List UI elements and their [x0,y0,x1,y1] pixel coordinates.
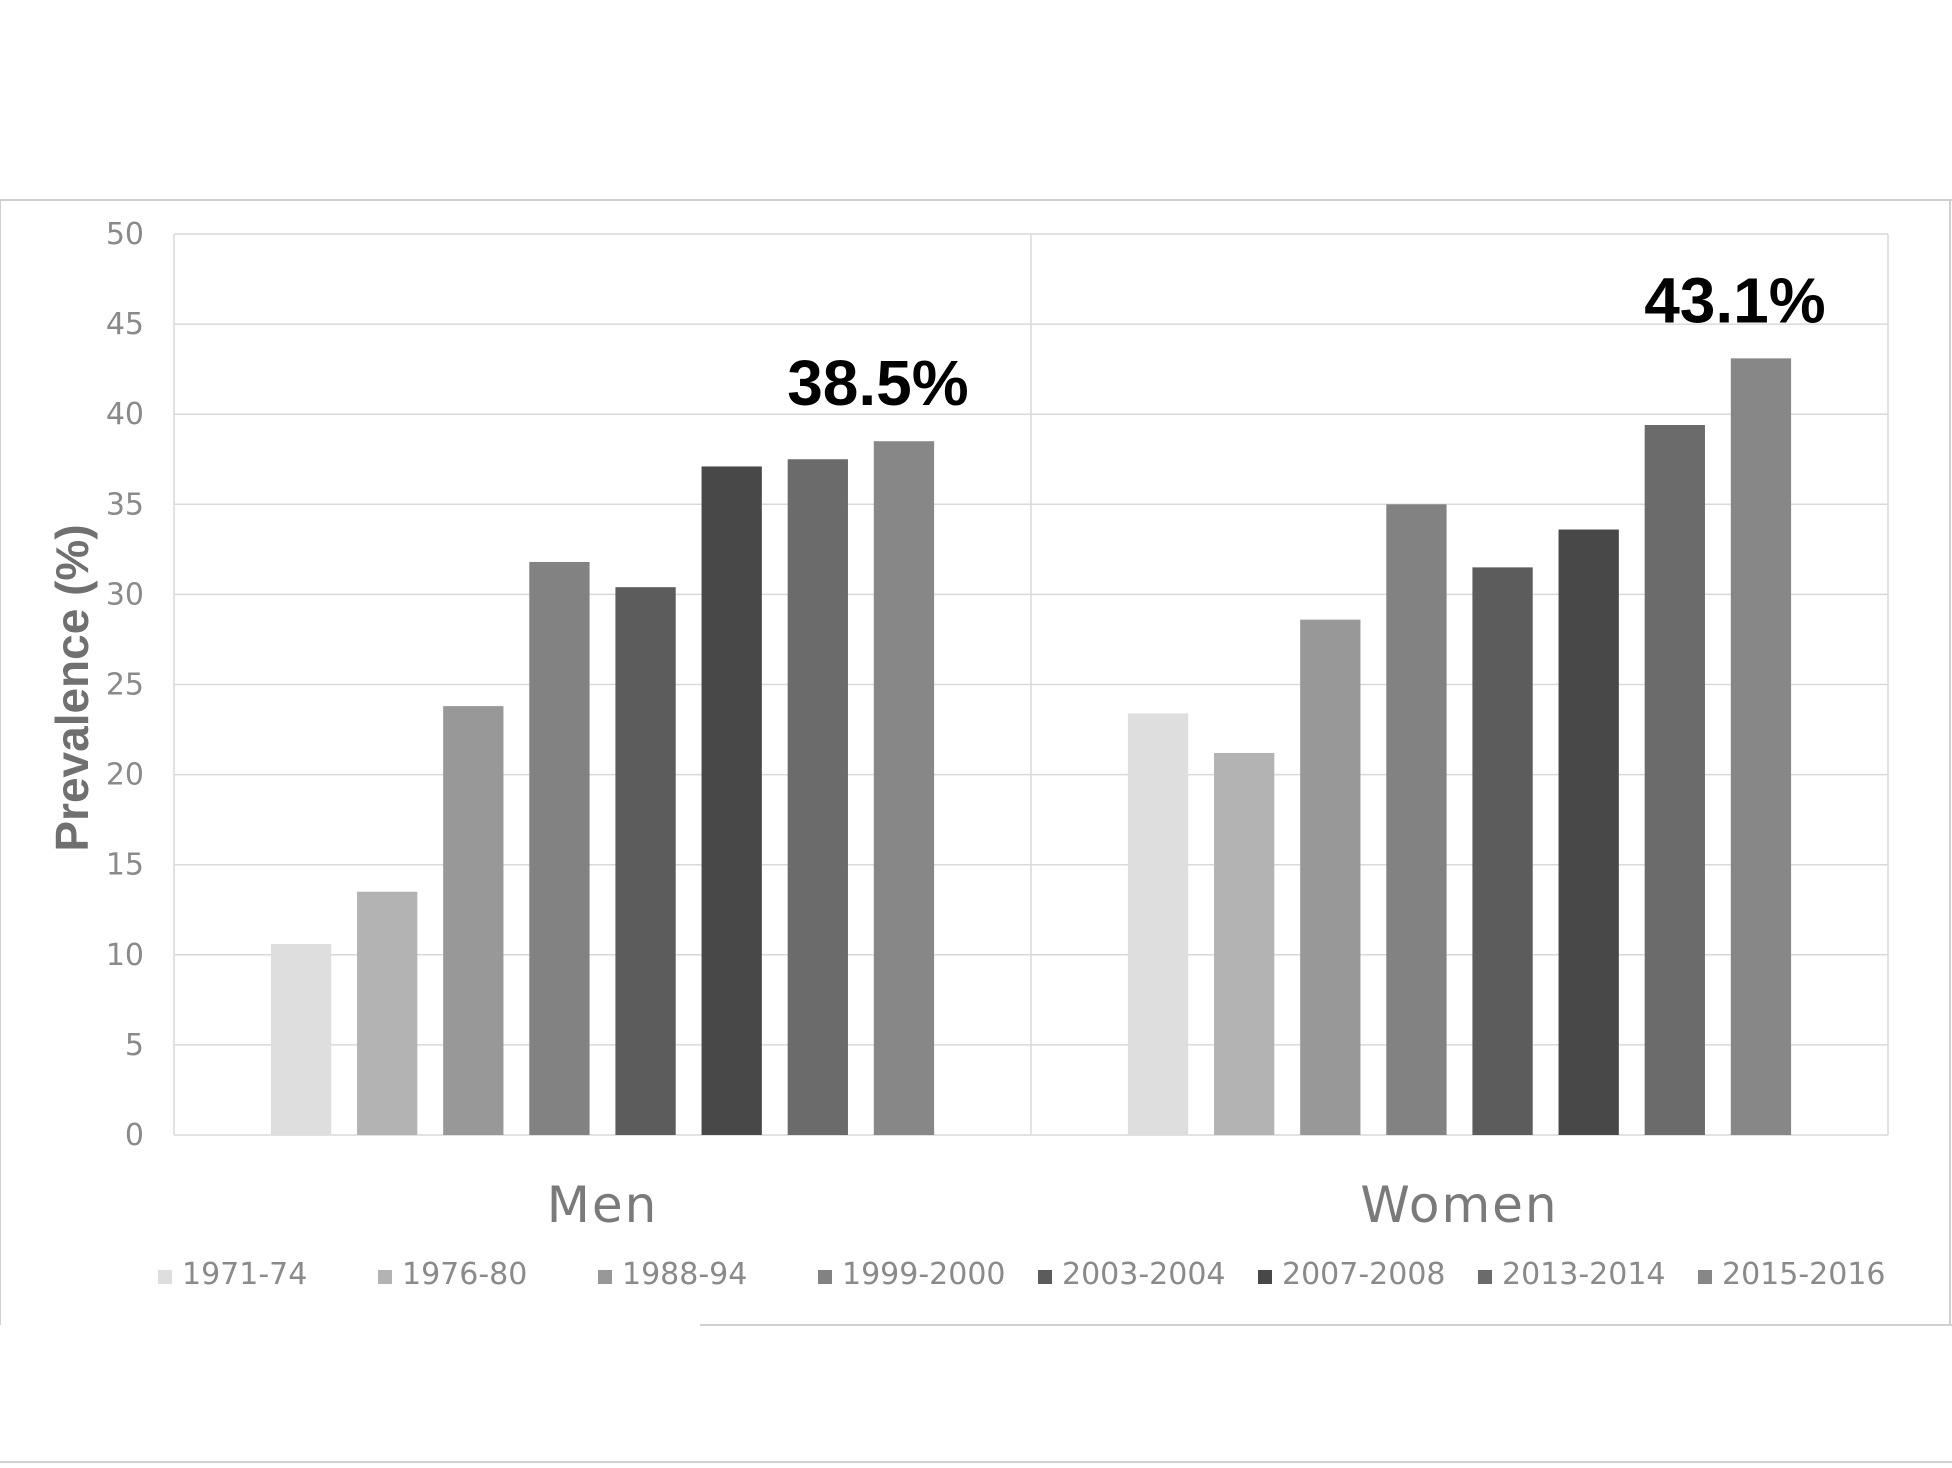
gridlines [173,233,1889,1136]
bar-women-1999-2000 [1386,504,1447,1135]
y-tick-label: 20 [106,758,144,793]
legend-label: 2003-2004 [1062,1257,1226,1292]
legend-swatch [1038,1270,1052,1284]
annotations: 38.5% 43.1% [787,264,1825,419]
category-labels: Men Women [547,1176,1558,1234]
bar-women-1988-94 [1300,619,1361,1135]
category-label-men: Men [547,1176,659,1234]
bar-women-2015-2016 [1730,358,1792,1135]
bar-women-2013-2014 [1644,425,1705,1136]
legend: 1971-74 1976-80 1988-94 1999-2000 2003-2004 2… [158,1257,1886,1292]
bar-women-2007-2008 [1558,529,1619,1135]
bar-men-2003-2004 [615,587,676,1135]
y-tick-label: 15 [106,848,144,883]
bar-women-2003-2004 [1472,567,1533,1135]
y-tick-label: 40 [106,397,144,432]
legend-label: 2007-2008 [1282,1257,1446,1292]
y-tick-label: 0 [125,1118,144,1153]
bar-men-2007-2008 [701,466,762,1135]
legend-label: 1976-80 [402,1257,527,1292]
annotation-label: 38.5% [787,347,968,419]
bar-men-1976-80 [357,891,418,1135]
legend-swatch [598,1270,612,1284]
legend-swatch [818,1270,832,1284]
y-tick-label: 25 [106,668,144,703]
legend-label: 2015-2016 [1722,1257,1886,1292]
legend-swatch [1698,1270,1712,1284]
y-tick-label: 50 [106,217,144,252]
y-tick-label: 45 [106,307,144,342]
y-tick-label: 30 [106,577,144,612]
legend-swatch [158,1270,172,1284]
legend-swatch [1258,1270,1272,1284]
legend-label: 1988-94 [622,1257,747,1292]
legend-label: 2013-2014 [1502,1257,1666,1292]
bar-men-2015-2016 [873,441,935,1136]
y-tick-label: 5 [125,1028,144,1063]
legend-label: 1971-74 [182,1257,307,1292]
bar-women-1971-74 [1127,713,1189,1135]
annotation-label: 43.1% [1644,264,1825,336]
y-axis-ticks: 0 5 10 15 20 25 30 35 40 45 50 [106,217,144,1153]
y-axis-label: Prevalence (%) [46,524,98,851]
bar-men-2013-2014 [787,459,848,1135]
bar-men-1988-94 [443,706,504,1135]
legend-swatch [378,1270,392,1284]
bar-men-1999-2000 [529,561,590,1135]
legend-label: 1999-2000 [842,1257,1006,1292]
bars [270,358,1792,1136]
bar-women-1976-80 [1214,752,1275,1135]
y-tick-label: 35 [106,487,144,522]
legend-swatch [1478,1270,1492,1284]
y-tick-label: 10 [106,938,144,973]
category-label-women: Women [1360,1176,1558,1234]
bar-men-1971-74 [270,943,332,1135]
